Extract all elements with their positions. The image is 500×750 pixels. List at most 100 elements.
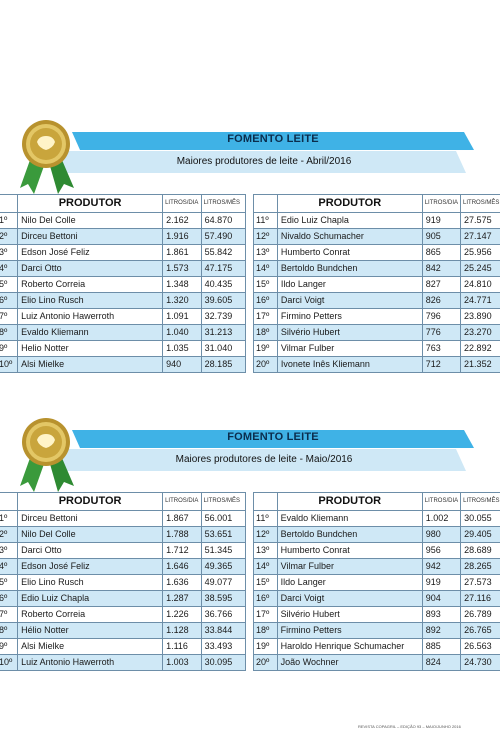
table-row: 20º Ivonete Inês Kliemann 712 21.352 bbox=[253, 356, 500, 373]
rank: 2º bbox=[0, 228, 19, 245]
section-title: FOMENTO LEITE bbox=[227, 431, 319, 443]
table-row: 19º Haroldo Henrique Schumacher 885 26.563 bbox=[253, 638, 500, 655]
header-litros-dia: LITROS/DIA bbox=[421, 194, 462, 213]
liters-day: 980 bbox=[421, 526, 462, 543]
producer-name: Hélio Notter bbox=[17, 622, 164, 639]
liters-day: 1.867 bbox=[162, 510, 202, 527]
liters-day: 893 bbox=[421, 606, 462, 623]
table-row: 13º Humberto Conrat 865 25.956 bbox=[253, 244, 500, 261]
liters-day: 827 bbox=[421, 276, 462, 293]
liters-month: 30.095 bbox=[200, 654, 247, 671]
producer-name: Bertoldo Bundchen bbox=[276, 526, 423, 543]
producer-name: Edson José Feliz bbox=[17, 558, 164, 575]
rank: 17º bbox=[253, 606, 278, 623]
ranking-table-right: PRODUTOR LITROS/DIA LITROS/MÊS 11º Evaldo… bbox=[253, 492, 500, 671]
liters-month: 24.810 bbox=[460, 276, 500, 293]
producer-name: Firmino Petters bbox=[276, 622, 423, 639]
liters-month: 27.147 bbox=[460, 228, 500, 245]
producer-name: Bertoldo Bundchen bbox=[276, 260, 423, 277]
table-row: 15º Ildo Langer 919 27.573 bbox=[253, 574, 500, 591]
liters-day: 865 bbox=[421, 244, 462, 261]
section-subtitle: Maiores produtores de leite - Abril/2016 bbox=[176, 156, 352, 167]
page-footer: REVISTA COPAGRIL – EDIÇÃO 93 – MAIO/JUNH… bbox=[358, 724, 461, 729]
producer-name: João Wochner bbox=[276, 654, 423, 671]
liters-day: 1.003 bbox=[162, 654, 202, 671]
liters-day: 826 bbox=[421, 292, 462, 309]
rank: 9º bbox=[0, 340, 19, 357]
header-litros-dia: LITROS/DIA bbox=[162, 194, 202, 213]
liters-day: 1.636 bbox=[162, 574, 202, 591]
table-row: 19º Vilmar Fulber 763 22.892 bbox=[253, 340, 500, 357]
rank: 20º bbox=[253, 356, 278, 373]
liters-day: 956 bbox=[421, 542, 462, 559]
rank: 1º bbox=[0, 212, 19, 229]
liters-month: 24.771 bbox=[460, 292, 500, 309]
table-row: 15º Ildo Langer 827 24.810 bbox=[253, 276, 500, 293]
rank: 19º bbox=[253, 638, 278, 655]
rank: 14º bbox=[253, 260, 278, 277]
liters-month: 40.435 bbox=[200, 276, 247, 293]
liters-month: 26.789 bbox=[460, 606, 500, 623]
header-rank bbox=[0, 492, 19, 511]
liters-day: 885 bbox=[421, 638, 462, 655]
liters-month: 31.040 bbox=[200, 340, 247, 357]
liters-month: 25.956 bbox=[460, 244, 500, 261]
liters-day: 763 bbox=[421, 340, 462, 357]
table-row: 17º Firmino Petters 796 23.890 bbox=[253, 308, 500, 325]
liters-month: 27.116 bbox=[460, 590, 500, 607]
liters-month: 51.345 bbox=[200, 542, 247, 559]
liters-month: 49.077 bbox=[200, 574, 247, 591]
producer-name: Helio Notter bbox=[17, 340, 164, 357]
liters-month: 55.842 bbox=[200, 244, 247, 261]
rank: 6º bbox=[0, 590, 19, 607]
producer-name: Nilo Del Colle bbox=[17, 212, 164, 229]
rank: 10º bbox=[0, 654, 19, 671]
rank: 11º bbox=[253, 212, 278, 229]
producer-name: Edio Luiz Chapla bbox=[276, 212, 423, 229]
rank: 5º bbox=[0, 574, 19, 591]
liters-month: 27.575 bbox=[460, 212, 500, 229]
producer-name: Darci Voigt bbox=[276, 292, 423, 309]
table-row: 20º João Wochner 824 24.730 bbox=[253, 654, 500, 671]
header-litros-mes: LITROS/MÊS bbox=[200, 492, 247, 511]
liters-month: 39.605 bbox=[200, 292, 247, 309]
liters-month: 26.563 bbox=[460, 638, 500, 655]
rank: 13º bbox=[253, 542, 278, 559]
producer-name: Darci Otto bbox=[17, 542, 164, 559]
header-litros-mes: LITROS/MÊS bbox=[200, 194, 247, 213]
liters-day: 942 bbox=[421, 558, 462, 575]
liters-month: 57.490 bbox=[200, 228, 247, 245]
table-row: 18º Firmino Petters 892 26.765 bbox=[253, 622, 500, 639]
rank: 3º bbox=[0, 542, 19, 559]
rank: 19º bbox=[253, 340, 278, 357]
producer-name: Elio Lino Rusch bbox=[17, 292, 164, 309]
producer-name: Nivaldo Schumacher bbox=[276, 228, 423, 245]
producer-name: Luiz Antonio Hawerroth bbox=[17, 308, 164, 325]
liters-day: 1.226 bbox=[162, 606, 202, 623]
subtitle-banner: Maiores produtores de leite - Abril/2016 bbox=[62, 151, 466, 173]
liters-month: 33.493 bbox=[200, 638, 247, 655]
table-row: 12º Nivaldo Schumacher 905 27.147 bbox=[253, 228, 500, 245]
header-produtor: PRODUTOR bbox=[276, 194, 423, 213]
liters-month: 38.595 bbox=[200, 590, 247, 607]
header-litros-dia: LITROS/DIA bbox=[162, 492, 202, 511]
producer-name: Evaldo Kliemann bbox=[17, 324, 164, 341]
rank: 11º bbox=[253, 510, 278, 527]
producer-name: Darci Voigt bbox=[276, 590, 423, 607]
liters-month: 29.405 bbox=[460, 526, 500, 543]
rank: 13º bbox=[253, 244, 278, 261]
header-litros-mes: LITROS/MÊS bbox=[460, 492, 500, 511]
liters-day: 1.646 bbox=[162, 558, 202, 575]
producer-name: Firmino Petters bbox=[276, 308, 423, 325]
title-banner: FOMENTO LEITE bbox=[72, 132, 474, 150]
liters-month: 27.573 bbox=[460, 574, 500, 591]
liters-month: 56.001 bbox=[200, 510, 247, 527]
